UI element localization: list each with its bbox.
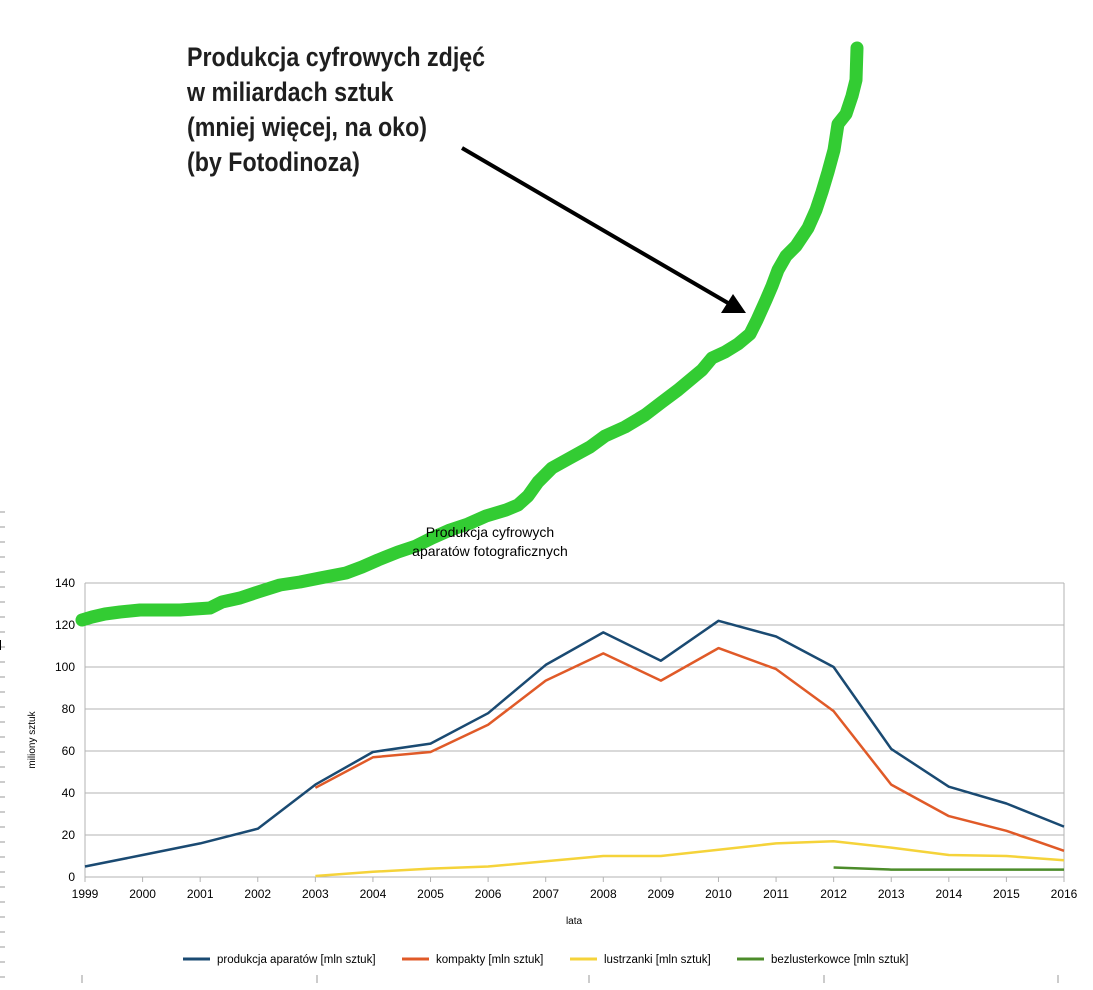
series-line-1 <box>314 646 1065 852</box>
x-tick-label: 2002 <box>244 887 271 901</box>
x-tick-label: 2003 <box>302 887 329 901</box>
x-tick-label: 2006 <box>475 887 502 901</box>
arrow-shaft <box>460 146 730 305</box>
legend: produkcja aparatów [mln sztuk] kompakty [… <box>183 954 908 966</box>
x-tick-label: 2014 <box>935 887 962 901</box>
series-line-2 <box>315 840 1065 878</box>
x-tick-label: 2000 <box>129 887 156 901</box>
x-tick-label: 2004 <box>360 887 387 901</box>
y-tick-label: 0 <box>68 870 75 884</box>
series-line-0 <box>84 619 1065 868</box>
x-tick-label: 2011 <box>763 887 789 901</box>
chart-title-line-1: Produkcja cyfrowych <box>426 524 554 540</box>
y-tick-label: 100 <box>55 660 75 674</box>
annotation-line-2: w miliardach sztuk <box>187 77 394 107</box>
green-curve-layer <box>75 41 864 627</box>
axis-layer: 0 20 40 60 80 100 120 140 1999 2000 2001 2002 2003 20… <box>55 576 1078 901</box>
series-layer <box>84 619 1065 878</box>
y-tick-label: 120 <box>55 618 75 632</box>
chart-title-line-2: aparatów fotograficznych <box>412 543 568 559</box>
annotation-line-1: Produkcja cyfrowych zdjęć <box>187 42 486 72</box>
series-line-3 <box>833 866 1064 871</box>
y-tick-label: 140 <box>55 576 75 590</box>
x-tick-label: 2009 <box>648 887 675 901</box>
x-tick-label: 1999 <box>72 887 99 901</box>
x-tick-label: 2005 <box>417 887 444 901</box>
chart-text-layer: Produkcja cyfrowych aparatów fotograficz… <box>27 524 582 927</box>
legend-label-2: lustrzanki [mln sztuk] <box>604 954 711 966</box>
x-tick-label: 2007 <box>532 887 559 901</box>
x-tick-label: 2016 <box>1051 887 1078 901</box>
legend-label-0: produkcja aparatów [mln sztuk] <box>217 954 376 966</box>
legend-label-3: bezlusterkowce [mln sztuk] <box>771 954 908 966</box>
y-tick-label: 60 <box>62 744 76 758</box>
y-axis-label: miliony sztuk <box>27 710 38 768</box>
x-axis-label: lata <box>566 916 583 927</box>
arrow-head <box>721 294 746 313</box>
y-tick-label: 20 <box>62 828 76 842</box>
y-tick-label: 40 <box>62 786 76 800</box>
annotation-line-3: (mniej więcej, na oko) <box>187 112 428 142</box>
arrow <box>460 146 746 313</box>
annotation-text: Produkcja cyfrowych zdjęć w miliardach s… <box>187 40 485 180</box>
green-photo-curve <box>75 41 864 627</box>
x-tick-label: 2001 <box>187 887 214 901</box>
left-edge-ticks <box>0 511 1059 983</box>
grid-layer <box>84 582 1065 878</box>
x-tick-label: 2013 <box>878 887 905 901</box>
x-tick-label: 2010 <box>705 887 732 901</box>
x-tick-label: 2012 <box>820 887 847 901</box>
x-tick-label: 2008 <box>590 887 617 901</box>
x-tick-label: 2015 <box>993 887 1020 901</box>
annotation-line-4: (by Fotodinoza) <box>187 147 360 177</box>
y-tick-label: 80 <box>62 702 76 716</box>
legend-label-1: kompakty [mln sztuk] <box>436 954 543 966</box>
